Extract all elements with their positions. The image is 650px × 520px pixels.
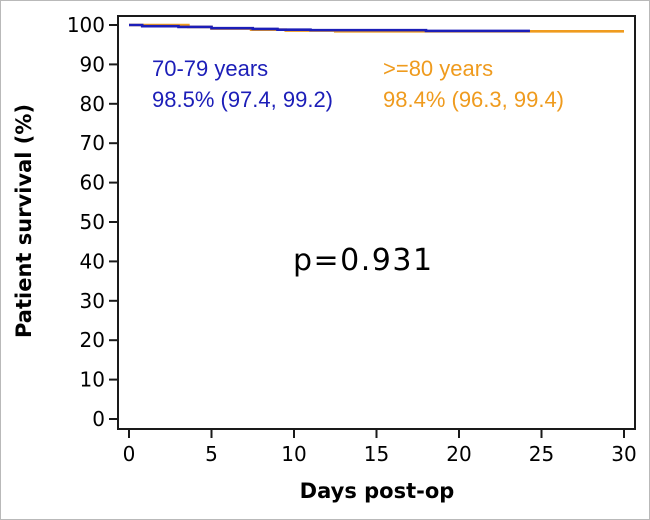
y-tick-label: 10 xyxy=(80,368,105,392)
y-axis-title: Patient survival (%) xyxy=(12,103,36,339)
series-70-79-line xyxy=(129,23,530,33)
x-tick-label: 25 xyxy=(529,442,554,466)
x-tick-label: 20 xyxy=(446,442,471,466)
y-tick-label: 80 xyxy=(80,92,105,116)
x-axis-title: Days post-op xyxy=(299,479,455,503)
x-tick-label: 30 xyxy=(611,442,636,466)
y-tick-label: 40 xyxy=(80,249,105,273)
y-tick-label: 30 xyxy=(80,289,105,313)
series-80plus-estimate: 98.4% (96.3, 99.4) xyxy=(383,87,565,112)
series-80plus-label: >=80 years xyxy=(383,56,494,81)
y-tick-label: 50 xyxy=(80,210,105,234)
y-tick-label: 0 xyxy=(92,407,105,431)
x-tick-label: 10 xyxy=(281,442,306,466)
series-70-79-label: 70-79 years xyxy=(152,56,269,81)
series-80plus-legend: >=80 years 98.4% (96.3, 99.4) xyxy=(383,53,564,115)
y-tick-label: 20 xyxy=(80,328,105,352)
x-tick-label: 5 xyxy=(205,442,218,466)
y-tick-label: 100 xyxy=(67,13,105,37)
y-tick-label: 70 xyxy=(80,131,105,155)
y-tick-label: 90 xyxy=(80,52,105,76)
x-tick-label: 0 xyxy=(123,442,136,466)
series-70-79-estimate: 98.5% (97.4, 99.2) xyxy=(152,87,334,112)
y-tick-label: 60 xyxy=(80,171,105,195)
x-tick-label: 15 xyxy=(364,442,389,466)
series-70-79-legend: 70-79 years 98.5% (97.4, 99.2) xyxy=(152,53,333,115)
p-value-annotation: p=0.931 xyxy=(293,243,434,278)
